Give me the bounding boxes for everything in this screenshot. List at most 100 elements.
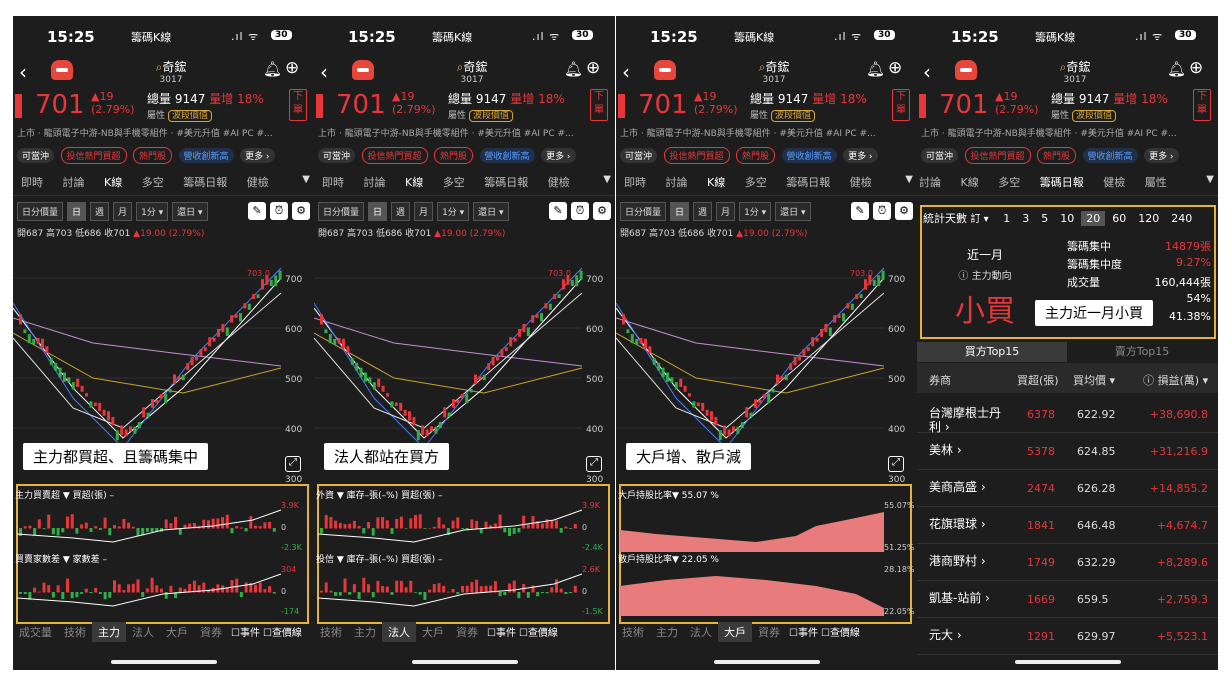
pill-more[interactable]: 更多 › (843, 148, 878, 163)
alarm-icon[interactable]: ⏰︎ (270, 202, 288, 220)
attribute-row[interactable]: 屬性 波段價值 (448, 108, 514, 122)
event-checkbox[interactable]: ☐事件 (487, 628, 516, 639)
pill-daytrade[interactable]: 可當沖 (17, 148, 55, 163)
fullscreen-icon[interactable]: ⤢ (888, 456, 904, 472)
chevron-down-icon[interactable]: ▼ (603, 174, 611, 185)
header-buy[interactable]: 買超(張) (1017, 374, 1059, 387)
days-option[interactable]: 訂 ▾ (970, 214, 989, 225)
tab-seller-top15[interactable]: 賣方Top15 (1114, 345, 1170, 358)
back-icon[interactable]: ‹ (923, 60, 931, 84)
pill-hot[interactable]: 熱門股 (1037, 147, 1077, 164)
alarm-icon[interactable]: ⏰︎ (873, 202, 891, 220)
chevron-down-icon[interactable]: ▼ (1206, 174, 1214, 185)
add-icon[interactable]: ⊕ (1189, 58, 1204, 78)
indicator-tab[interactable]: 技術 (320, 626, 342, 639)
event-checkbox[interactable]: ☐事件 (789, 628, 818, 639)
bell-icon[interactable]: 🔔︎ (1167, 60, 1187, 78)
kline-chart[interactable]: 700 600 500 400 300 703.0 (13, 248, 314, 498)
tab-chip-daily[interactable]: 籌碼日報 (1032, 168, 1092, 195)
direction-label[interactable]: ⓘ 主力動向 (958, 271, 1012, 282)
stock-title[interactable]: ⌕奇鋐 3017 (1045, 58, 1105, 85)
bell-icon[interactable]: 🔔︎ (564, 60, 584, 78)
tab-health[interactable]: 健檢 (849, 176, 872, 189)
indicator-chart-1[interactable]: 3.9K 0 -2.3K (13, 500, 314, 552)
gear-icon[interactable]: ⚙ (292, 202, 310, 220)
tab-discuss[interactable]: 討論 (62, 176, 85, 189)
pill-more[interactable]: 更多 › (1144, 148, 1179, 163)
control-month[interactable]: 月 (716, 202, 736, 221)
indicator-label-1[interactable]: 大戶持股比率▼ 55.07 % (618, 491, 719, 501)
control-dayprice[interactable]: 日分價量 (620, 202, 667, 221)
stock-title[interactable]: ⌕奇鋐 3017 (744, 58, 804, 85)
days-option-20[interactable]: 20 (1081, 211, 1106, 226)
pill-trust[interactable]: 投信熱門買超 (361, 147, 428, 164)
pill-hot[interactable]: 熱門股 (133, 147, 173, 164)
order-button[interactable]: 下單 (289, 89, 307, 121)
tab-kline[interactable]: K線 (960, 176, 979, 189)
tab-buyer-top15[interactable]: 買方Top15 (917, 342, 1067, 362)
control-adjust[interactable]: 還日 ▾ (473, 202, 509, 221)
indicator-chart-2[interactable]: 2.6K 0 -1.5K (314, 564, 615, 616)
tab-kline[interactable]: K線 (96, 168, 130, 195)
broker-row[interactable]: 台灣摩根士丹利 › 6378 622.92 +38,690.8 (917, 396, 1218, 434)
indicator-label-2[interactable]: 投信 ▼ 庫存–張(–%) 買超(張) – (316, 555, 443, 565)
pill-daytrade[interactable]: 可當沖 (921, 148, 959, 163)
control-adjust[interactable]: 還日 ▾ (172, 202, 208, 221)
tab-health[interactable]: 健檢 (547, 176, 570, 189)
fullscreen-icon[interactable]: ⤢ (285, 456, 301, 472)
fullscreen-icon[interactable]: ⤢ (586, 456, 602, 472)
indicator-tab[interactable]: 主力 (92, 622, 126, 642)
tab-discuss[interactable]: 討論 (665, 176, 688, 189)
indicator-tab[interactable]: 資券 (200, 626, 222, 639)
tab-chip-daily[interactable]: 籌碼日報 (786, 176, 831, 189)
indicator-tab[interactable]: 法人 (382, 622, 416, 642)
tab-attr[interactable]: 屬性 (1144, 176, 1167, 189)
tab-longshort[interactable]: 多空 (744, 176, 767, 189)
gear-icon[interactable]: ⚙ (593, 202, 611, 220)
indicator-tab[interactable]: 大戶 (422, 626, 444, 639)
broker-row[interactable]: 凱基-站前 › 1669 659.5 +2,759.3 (917, 581, 1218, 618)
control-week[interactable]: 週 (90, 202, 110, 221)
control-week[interactable]: 週 (693, 202, 713, 221)
tab-chip-daily[interactable]: 籌碼日報 (484, 176, 529, 189)
indicator-tab[interactable]: 大戶 (718, 622, 752, 642)
tab-health[interactable]: 健檢 (246, 176, 269, 189)
price-line-checkbox[interactable]: ☐查價線 (262, 628, 302, 639)
indicator-chart-2[interactable]: 28.18% 22.05% (616, 564, 917, 616)
indicator-tab[interactable]: 技術 (64, 626, 86, 639)
control-adjust[interactable]: 還日 ▾ (775, 202, 811, 221)
pill-revenue[interactable]: 營收創新高 (781, 148, 837, 163)
control-dayprice[interactable]: 日分價量 (17, 202, 64, 221)
kline-chart[interactable]: 700 600 500 400 300 703.0 (616, 248, 917, 498)
broker-row[interactable]: 美商高盛 › 2474 626.28 +14,855.2 (917, 470, 1218, 507)
indicator-tab[interactable]: 資券 (456, 626, 478, 639)
tab-realtime[interactable]: 即時 (322, 176, 344, 189)
robot-icon[interactable] (51, 60, 73, 80)
tab-realtime[interactable]: 即時 (21, 176, 43, 189)
tab-health[interactable]: 健檢 (1103, 176, 1126, 189)
attribute-row[interactable]: 屬性 波段價值 (750, 108, 816, 122)
indicator-label-2[interactable]: 散戶持股比率▼ 22.05 % (618, 555, 719, 565)
tab-kline[interactable]: K線 (699, 168, 733, 195)
days-option-10[interactable]: 10 (1060, 212, 1075, 225)
order-button[interactable]: 下單 (1193, 89, 1211, 121)
indicator-label-1[interactable]: 主力買賣超 ▼ 買超(張) – (15, 491, 115, 501)
pill-trust[interactable]: 投信熱門買超 (663, 147, 730, 164)
pill-trust[interactable]: 投信熱門買超 (60, 147, 127, 164)
robot-icon[interactable] (654, 60, 676, 80)
attribute-row[interactable]: 屬性 波段價值 (147, 108, 213, 122)
add-icon[interactable]: ⊕ (285, 58, 300, 78)
days-option-60[interactable]: 60 (1112, 212, 1127, 225)
robot-icon[interactable] (352, 60, 374, 80)
pill-daytrade[interactable]: 可當沖 (620, 148, 658, 163)
indicator-tab[interactable]: 成交量 (19, 626, 52, 639)
broker-row[interactable]: 花旗環球 › 1841 646.48 +4,674.7 (917, 507, 1218, 544)
chevron-down-icon[interactable]: ▼ (905, 174, 913, 185)
tab-longshort[interactable]: 多空 (442, 176, 465, 189)
tab-longshort[interactable]: 多空 (141, 176, 164, 189)
pill-revenue[interactable]: 營收創新高 (1082, 148, 1138, 163)
robot-icon[interactable] (955, 60, 977, 80)
days-option-240[interactable]: 240 (1171, 212, 1193, 225)
control-month[interactable]: 月 (414, 202, 434, 221)
draw-icon[interactable]: ✎ (851, 202, 869, 220)
